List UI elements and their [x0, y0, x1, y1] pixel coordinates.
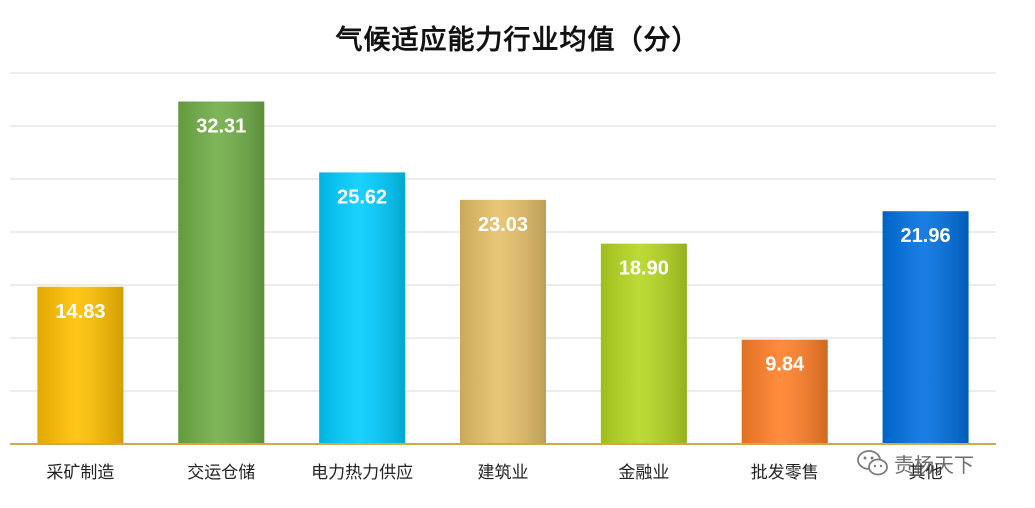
bar — [319, 172, 406, 445]
data-label: 23.03 — [478, 214, 528, 236]
chart-title: 气候适应能力行业均值（分） — [335, 25, 700, 56]
data-label: 32.31 — [196, 116, 246, 138]
bar — [37, 286, 124, 444]
bar-shading — [460, 199, 546, 444]
data-label: 14.83 — [55, 301, 105, 323]
data-label: 18.90 — [619, 258, 669, 280]
category-label: 建筑业 — [478, 463, 529, 483]
labels: 14.83 采矿制造 32.31 交运仓储 25.62 电力热力供应 23.03 建筑业 18.… — [46, 116, 950, 483]
bar — [882, 211, 969, 444]
bars — [37, 101, 969, 445]
category-label: 采矿制造 — [46, 463, 114, 483]
bar — [178, 101, 265, 444]
watermark: 责杨天下 — [856, 448, 974, 478]
category-label: 批发零售 — [751, 463, 819, 483]
wechat-icon — [857, 450, 888, 476]
bar-shading — [882, 211, 969, 444]
data-label: 9.84 — [765, 354, 805, 376]
category-label: 交运仓储 — [187, 463, 255, 483]
data-label: 21.96 — [901, 225, 951, 247]
category-label: 其他 — [909, 463, 943, 483]
category-label: 金融业 — [618, 463, 669, 483]
bar-shading — [319, 172, 406, 445]
bar — [741, 339, 828, 444]
bar-shading — [37, 286, 124, 444]
category-label: 电力热力供应 — [311, 463, 413, 483]
bar-shading — [600, 243, 687, 444]
bar — [600, 243, 687, 444]
data-label: 25.62 — [337, 186, 387, 208]
watermark-text: 责杨天下 — [894, 452, 974, 477]
bar — [460, 199, 546, 444]
bar-shading — [741, 339, 828, 444]
bar-shading — [178, 101, 265, 444]
